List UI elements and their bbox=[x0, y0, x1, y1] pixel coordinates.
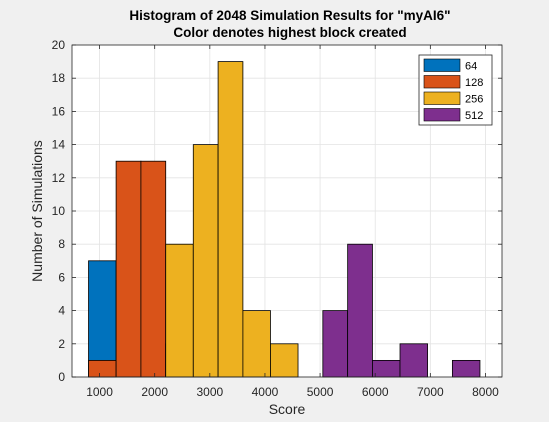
y-tick-label: 0 bbox=[58, 370, 65, 384]
bar-128-bin-2 bbox=[140, 160, 167, 378]
x-tick-label: 1000 bbox=[86, 385, 113, 399]
bar-128-bin-1 bbox=[115, 160, 142, 378]
bar-512-bin-12 bbox=[399, 343, 428, 378]
bar-256-bin-6 bbox=[242, 310, 271, 378]
bar-256-bin-7 bbox=[270, 343, 299, 378]
x-tick-label: 2000 bbox=[141, 385, 168, 399]
legend: 64 128 256 512 bbox=[418, 54, 493, 126]
axis-ticks: 0 2 4 6 8 10 12 14 16 18 20 1000 2000 3000 4000 5000 600… bbox=[52, 38, 502, 399]
y-axis-label: Number of Simulations bbox=[29, 140, 45, 282]
x-tick-label: 7000 bbox=[417, 385, 444, 399]
x-tick-label: 8000 bbox=[472, 385, 499, 399]
y-tick-label: 6 bbox=[58, 270, 65, 284]
bar-512-bin-9 bbox=[322, 310, 349, 378]
legend-swatch-64 bbox=[423, 58, 461, 72]
bar-512-bin-14 bbox=[451, 359, 481, 378]
bar-128-bin-0 bbox=[88, 359, 117, 378]
y-tick-label: 16 bbox=[52, 104, 66, 118]
bar-64-bin-0 bbox=[88, 260, 117, 378]
legend-swatch-256 bbox=[423, 91, 461, 105]
y-tick-label: 8 bbox=[58, 237, 65, 251]
x-axis-label: Score bbox=[269, 401, 306, 417]
y-tick-label: 4 bbox=[58, 304, 65, 318]
legend-swatch-128 bbox=[423, 75, 461, 89]
y-tick-label: 12 bbox=[52, 171, 66, 185]
legend-label-512: 512 bbox=[465, 110, 483, 122]
bar-256-bin-5 bbox=[217, 61, 244, 378]
legend-label-128: 128 bbox=[465, 77, 483, 89]
chart-title: Histogram of 2048 Simulation Results for… bbox=[129, 8, 450, 23]
legend-label-256: 256 bbox=[465, 94, 483, 106]
x-tick-label: 4000 bbox=[252, 385, 279, 399]
x-tick-label: 3000 bbox=[196, 385, 223, 399]
x-tick-label: 6000 bbox=[362, 385, 389, 399]
y-tick-label: 20 bbox=[52, 38, 66, 52]
bar-256-bin-3 bbox=[165, 243, 194, 378]
legend-swatch-512 bbox=[423, 108, 461, 122]
y-tick-label: 10 bbox=[52, 204, 66, 218]
legend-label-64: 64 bbox=[465, 61, 477, 73]
y-tick-label: 14 bbox=[52, 138, 66, 152]
bar-256-bin-4 bbox=[192, 144, 219, 378]
y-tick-label: 2 bbox=[58, 337, 65, 351]
x-tick-label: 5000 bbox=[307, 385, 334, 399]
bar-512-bin-11 bbox=[372, 359, 401, 378]
chart-subtitle: Color denotes highest block created bbox=[173, 25, 406, 40]
bar-512-bin-10 bbox=[347, 243, 373, 378]
y-tick-label: 18 bbox=[52, 71, 66, 85]
histogram-bars bbox=[88, 61, 481, 378]
